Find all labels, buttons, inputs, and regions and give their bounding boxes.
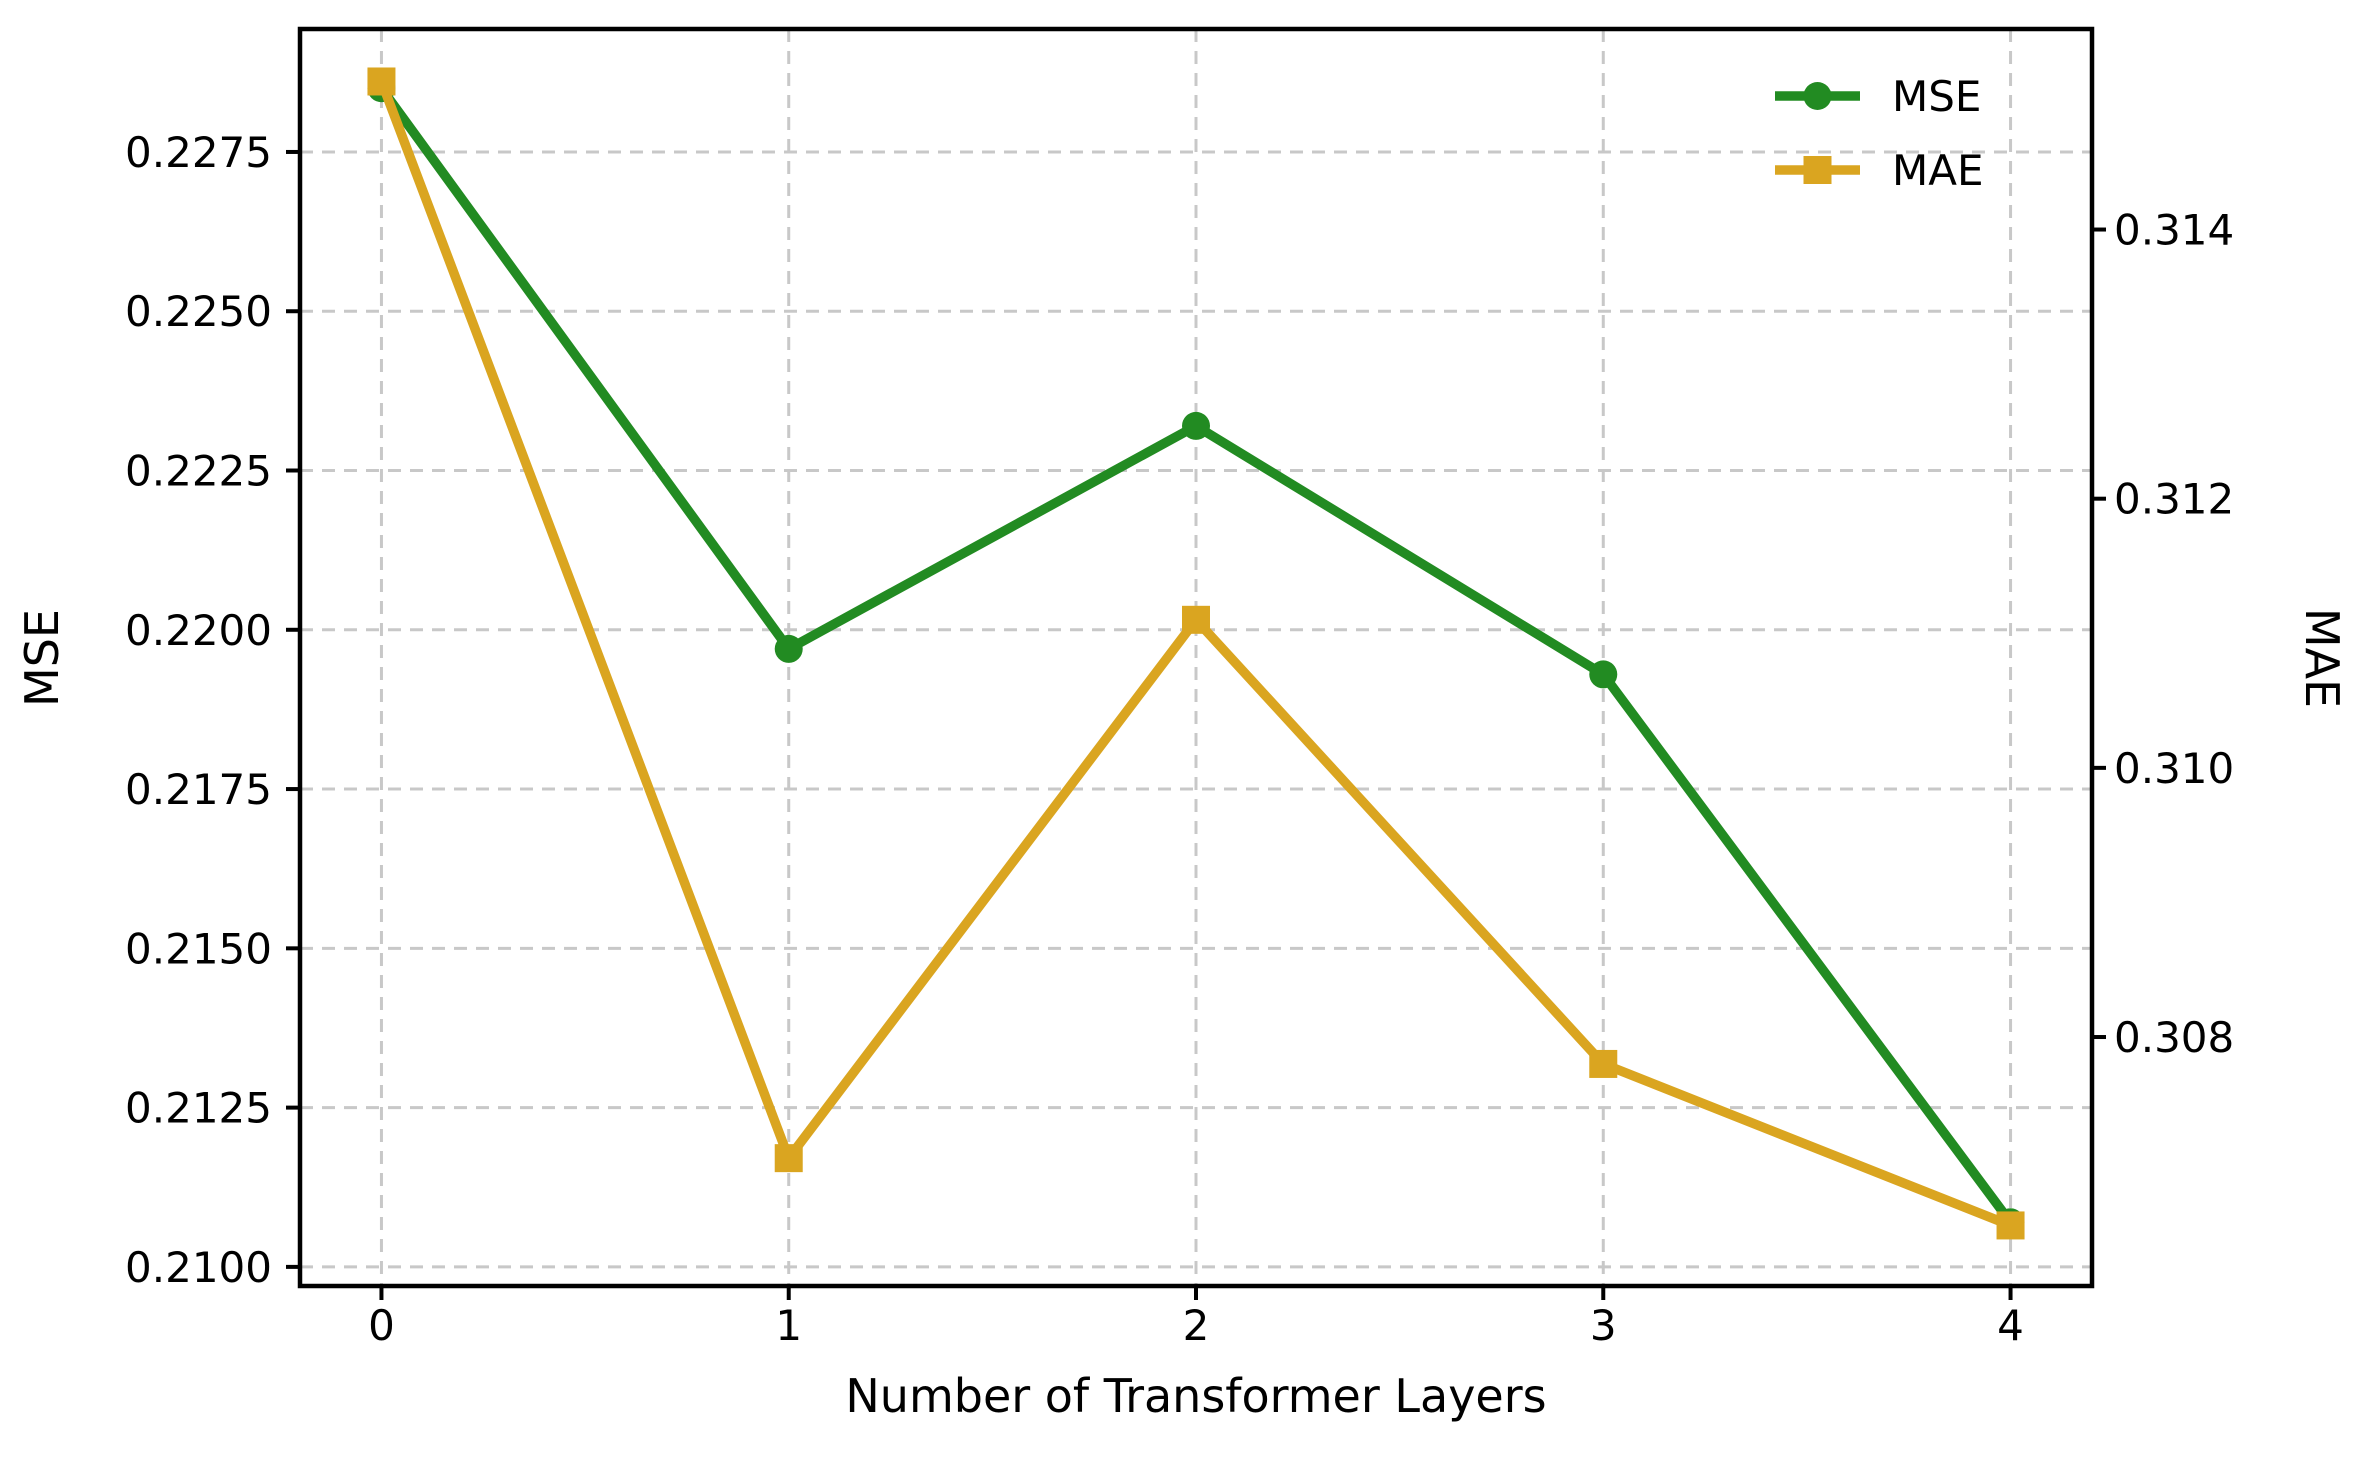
left-y-tick-label: 0.2100 — [125, 1243, 272, 1292]
left-y-tick-label: 0.2225 — [125, 447, 272, 496]
right-y-tick-label: 0.308 — [2114, 1013, 2234, 1062]
x-tick-label: 4 — [1997, 1301, 2024, 1350]
right-y-tick-label: 0.310 — [2114, 744, 2234, 793]
legend-label: MSE — [1892, 72, 1981, 121]
x-tick-label: 2 — [1183, 1301, 1210, 1350]
left-y-tick-label: 0.2200 — [125, 606, 272, 655]
right-y-tick-label: 0.314 — [2114, 206, 2234, 255]
mse-marker — [1589, 660, 1618, 689]
left-y-tick-label: 0.2275 — [125, 128, 272, 177]
legend-item-mse: MSE — [1775, 72, 1981, 121]
mse-marker — [1182, 411, 1210, 440]
axes: 0 1 2 3 4 0.2100 0.2125 0.2150 0.2175 0.2200 0.222… — [125, 26, 2234, 1350]
left-y-tick-label: 0.2175 — [125, 765, 272, 814]
legend-marker-square — [1803, 156, 1832, 184]
mse-marker — [774, 634, 803, 663]
left-y-axis-title: MSE — [15, 609, 69, 707]
x-tick-label: 1 — [775, 1301, 802, 1350]
left-y-tick-label: 0.2150 — [125, 924, 272, 973]
legend-marker-circle — [1803, 82, 1832, 110]
legend-item-mae: MAE — [1775, 146, 1984, 195]
series-lines — [367, 67, 2025, 1240]
x-tick-label: 3 — [1590, 1301, 1617, 1350]
x-tick-label: 0 — [368, 1301, 395, 1350]
gridlines — [300, 29, 2092, 1286]
mae-marker — [1996, 1211, 2025, 1240]
mae-marker — [1589, 1049, 1618, 1078]
legend: MSE MAE — [1775, 72, 1984, 195]
mae-marker — [1182, 605, 1210, 634]
legend-label: MAE — [1892, 146, 1984, 195]
right-y-axis-title: MAE — [2295, 608, 2349, 708]
right-y-tick-label: 0.312 — [2114, 475, 2234, 524]
mae-marker — [774, 1144, 803, 1173]
mae-marker — [367, 67, 396, 96]
x-axis-title: Number of Transformer Layers — [845, 1369, 1546, 1423]
left-y-tick-label: 0.2250 — [125, 287, 272, 336]
left-y-tick-label: 0.2125 — [125, 1084, 272, 1133]
